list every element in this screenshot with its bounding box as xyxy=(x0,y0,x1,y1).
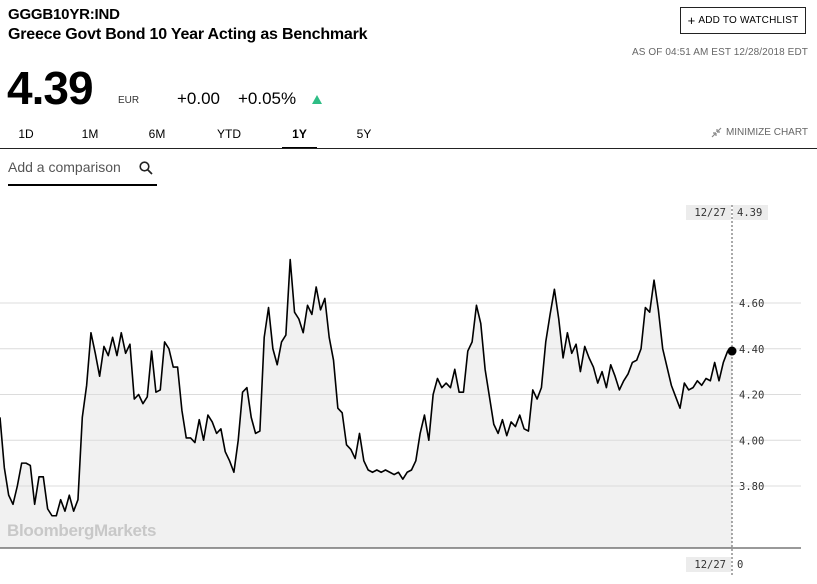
last-point-marker xyxy=(727,346,737,356)
y-tick-label: 4.00 xyxy=(739,435,764,447)
y-tick-label: 3.80 xyxy=(739,481,764,493)
tab-1d[interactable]: 1D xyxy=(18,127,34,141)
series-line xyxy=(0,258,732,517)
current-price: 4.39 xyxy=(7,62,94,114)
y-tick-label: 4.60 xyxy=(739,298,764,310)
minimize-chart-label: MINIMIZE CHART xyxy=(725,127,808,138)
tab-ytd[interactable]: YTD xyxy=(217,127,241,141)
y-tick-label: 4.20 xyxy=(739,390,764,402)
minimize-icon xyxy=(711,127,722,138)
up-arrow-icon xyxy=(312,95,322,104)
bloomberg-markets-watermark: BloombergMarkets xyxy=(7,521,157,540)
price-chart: 4.60 4.40 4.20 4.00 3.80 12/27 4.39 12/27 0 xyxy=(0,205,801,576)
price-change: +0.00 xyxy=(177,89,221,108)
tab-6m[interactable]: 6M xyxy=(148,127,166,141)
crosshair-date-box-bottom xyxy=(686,557,731,572)
plus-icon: + xyxy=(687,12,696,28)
crosshair-value-box xyxy=(733,205,768,220)
add-to-watchlist-label: ADD TO WATCHLIST xyxy=(698,15,799,26)
price-change-percent: +0.05% xyxy=(238,89,297,108)
tabs-divider xyxy=(0,148,817,149)
tab-5y[interactable]: 5Y xyxy=(356,127,372,141)
range-tabs: 1D 1M 6M YTD 1Y 5Y xyxy=(0,125,817,149)
as-of-timestamp: AS OF 04:51 AM EST 12/28/2018 EDT xyxy=(632,47,808,58)
crosshair-date-box xyxy=(686,205,731,220)
crosshair-x-value: 0 xyxy=(737,559,743,571)
minimize-chart-button[interactable]: MINIMIZE CHART xyxy=(711,127,808,138)
price-currency: EUR xyxy=(118,95,140,106)
ticker-symbol: GGGB10YR:IND xyxy=(8,6,120,23)
add-to-watchlist-button[interactable]: + ADD TO WATCHLIST xyxy=(680,7,806,34)
tab-1y[interactable]: 1Y xyxy=(282,125,317,149)
comparison-input[interactable] xyxy=(8,159,133,175)
comparison-search xyxy=(8,156,157,186)
tab-1m[interactable]: 1M xyxy=(81,127,99,141)
crosshair-date-bottom: 12/27 xyxy=(694,559,726,571)
series-area xyxy=(0,259,732,548)
crosshair-date-top: 12/27 xyxy=(694,207,726,219)
search-icon[interactable] xyxy=(139,161,153,175)
crosshair-value-top: 4.39 xyxy=(737,207,762,219)
security-name: Greece Govt Bond 10 Year Acting as Bench… xyxy=(8,26,368,43)
y-tick-label: 4.40 xyxy=(739,344,764,356)
